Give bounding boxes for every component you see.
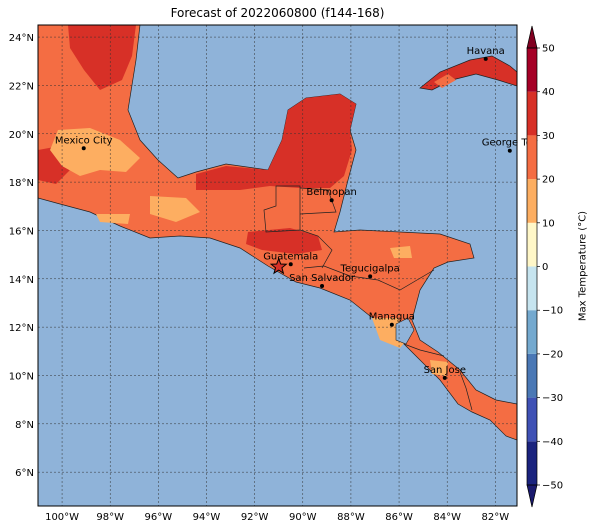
- colorbar-label: Max Temperature (°C): [577, 210, 589, 322]
- colorbar-tick-label: 10: [542, 218, 555, 229]
- city-dot: [320, 284, 325, 289]
- colorbar-segment: [527, 91, 537, 136]
- city-dot: [329, 198, 334, 203]
- lat-tick-label: 12°N: [9, 323, 34, 334]
- colorbar-segment: [527, 48, 537, 92]
- star-marker: [269, 257, 288, 275]
- city-label: Mexico City: [55, 135, 113, 146]
- lat-tick-label: 10°N: [9, 371, 34, 382]
- colorbar-tick-label: −40: [542, 437, 563, 448]
- mild-south-mexico: [150, 196, 200, 222]
- colorbar-segment: [527, 353, 537, 398]
- city-label: San Salvador: [289, 273, 356, 284]
- lat-tick-label: 14°N: [9, 275, 34, 286]
- mild-costa-rica: [430, 360, 448, 376]
- border-cr-pa: [459, 371, 473, 411]
- map-title: Forecast of 2022060800 (f144-168): [170, 6, 385, 20]
- cuba-mild: [434, 74, 456, 88]
- city-label: San Jose: [424, 365, 466, 376]
- lon-tick-label: 82°W: [482, 512, 510, 523]
- lon-tick-label: 98°W: [96, 512, 124, 523]
- colorbar-segment: [527, 397, 537, 442]
- city-label: Tegucigalpa: [340, 263, 400, 274]
- lat-tick-label: 6°N: [15, 468, 34, 479]
- mild-coast: [96, 214, 130, 224]
- colorbar-tick-label: 0: [542, 262, 548, 273]
- lon-tick-label: 100°W: [45, 512, 79, 523]
- colorbar-segment: [527, 135, 537, 180]
- colorbar-segment: [527, 266, 537, 311]
- colorbar-tick-label: 30: [542, 131, 555, 142]
- hot-yucatan: [196, 94, 356, 190]
- city-label: George Tov: [482, 138, 538, 149]
- colorbar-segment: [527, 179, 537, 223]
- lon-tick-label: 84°W: [433, 512, 461, 523]
- lake-nicaragua: [395, 317, 415, 345]
- lat-tick-label: 24°N: [9, 33, 34, 44]
- lon-tick-label: 90°W: [289, 512, 317, 523]
- mild-honduras: [390, 246, 412, 258]
- mild-central-mexico: [50, 128, 140, 176]
- city-label: Havana: [467, 46, 505, 57]
- city-label: Belmopan: [306, 187, 356, 198]
- city-dot: [81, 146, 86, 151]
- colorbar-tick-label: −20: [542, 349, 563, 360]
- colorbar-tick-label: −50: [542, 481, 563, 492]
- colorbar-tick-label: 20: [542, 175, 555, 186]
- colorbar-min-arrow: [526, 484, 538, 508]
- colorbar-tick-label: −10: [542, 306, 563, 317]
- city-dot: [442, 375, 447, 380]
- colorbar-segment: [527, 441, 537, 485]
- city-dot: [507, 148, 512, 153]
- city-label: Managua: [369, 312, 415, 323]
- city-label: Guatemala: [263, 251, 318, 262]
- colorbar-tick-label: 50: [542, 44, 555, 55]
- border-hn-ni: [349, 269, 435, 291]
- border-ni-cr: [403, 343, 445, 357]
- lat-tick-label: 18°N: [9, 178, 34, 189]
- lat-tick-label: 22°N: [9, 81, 34, 92]
- border-sv-hn: [303, 265, 351, 277]
- colorbar-tick-label: −30: [542, 393, 563, 404]
- lon-tick-label: 88°W: [337, 512, 365, 523]
- colorbar-tick-label: 40: [542, 87, 555, 98]
- city-dot: [368, 274, 373, 279]
- colorbar-segment: [527, 222, 537, 267]
- border-gt-hn: [299, 229, 333, 269]
- hot-west-mexico: [68, 25, 136, 90]
- colorbar-max-arrow: [526, 25, 538, 49]
- lat-tick-label: 20°N: [9, 130, 34, 141]
- colorbar-segment: [527, 310, 537, 354]
- lon-tick-label: 86°W: [385, 512, 413, 523]
- border-mex-gt-bz: [263, 185, 301, 233]
- lat-tick-label: 16°N: [9, 226, 34, 237]
- city-dot: [483, 56, 488, 61]
- lon-tick-label: 92°W: [241, 512, 269, 523]
- city-dot: [288, 262, 293, 267]
- lon-tick-label: 96°W: [145, 512, 173, 523]
- lat-tick-label: 8°N: [15, 420, 34, 431]
- lon-tick-label: 94°W: [193, 512, 221, 523]
- city-dot: [389, 322, 394, 327]
